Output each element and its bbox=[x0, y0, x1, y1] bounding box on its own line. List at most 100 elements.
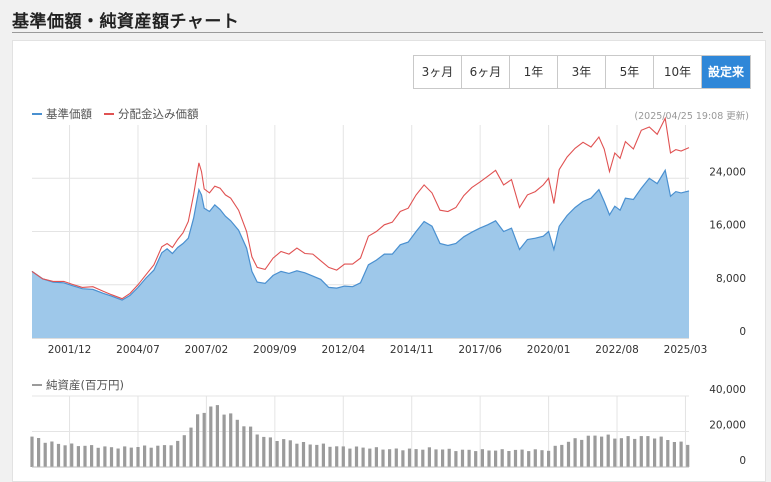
price-y-tick-label: 24,000 bbox=[709, 166, 746, 178]
price-x-tick-label: 2020/01 bbox=[527, 344, 571, 356]
assets-bar bbox=[613, 438, 617, 467]
assets-bar bbox=[209, 406, 213, 467]
assets-bar bbox=[268, 437, 272, 467]
assets-bar bbox=[580, 439, 584, 467]
assets-bar bbox=[341, 446, 345, 467]
assets-bar bbox=[262, 436, 266, 467]
assets-bar bbox=[328, 446, 332, 467]
assets-bar bbox=[566, 441, 571, 467]
assets-bar bbox=[540, 450, 544, 467]
range-button-since-inception[interactable]: 設定来 bbox=[702, 56, 750, 88]
assets-bar bbox=[593, 435, 597, 467]
range-button-3m[interactable]: 3ヶ月 bbox=[414, 56, 462, 88]
assets-bar bbox=[242, 426, 246, 467]
assets-swatch bbox=[32, 384, 42, 386]
assets-bar bbox=[447, 448, 451, 467]
assets-bar bbox=[63, 445, 67, 467]
assets-bar bbox=[639, 436, 643, 467]
page-title: 基準価額・純資産額チャート bbox=[12, 12, 240, 32]
assets-bar bbox=[586, 435, 590, 467]
legend-nav-label: 基準価額 bbox=[46, 107, 92, 121]
assets-bar bbox=[96, 447, 100, 467]
price-y-tick-label: 16,000 bbox=[709, 220, 746, 232]
assets-chart-legend: 純資産(百万円) bbox=[32, 377, 124, 393]
assets-bar bbox=[70, 443, 74, 467]
reinvested-line bbox=[31, 116, 690, 300]
assets-bar bbox=[494, 450, 498, 467]
assets-bar bbox=[381, 449, 385, 467]
assets-bar bbox=[282, 439, 286, 467]
assets-bar bbox=[606, 434, 610, 467]
assets-bar bbox=[500, 449, 504, 467]
assets-bar bbox=[533, 449, 537, 467]
range-selector: 3ヶ月 6ヶ月 1年 3年 5年 10年 設定来 bbox=[413, 55, 751, 89]
assets-bar bbox=[507, 451, 511, 467]
legend-assets-label: 純資産(百万円) bbox=[46, 378, 124, 392]
assets-bar bbox=[672, 442, 676, 467]
assets-bar bbox=[275, 441, 279, 467]
range-button-5y[interactable]: 5年 bbox=[606, 56, 654, 88]
price-x-tick-label: 2009/09 bbox=[253, 344, 297, 356]
assets-bar bbox=[129, 447, 133, 467]
assets-bar bbox=[527, 451, 531, 467]
assets-bar bbox=[149, 447, 153, 467]
assets-bar bbox=[368, 448, 372, 467]
nav-area bbox=[32, 170, 689, 338]
assets-bar bbox=[659, 436, 663, 467]
assets-bar bbox=[295, 443, 299, 467]
range-button-10y[interactable]: 10年 bbox=[654, 56, 702, 88]
price-x-tick-label: 2022/08 bbox=[595, 344, 639, 356]
assets-bar bbox=[301, 442, 306, 467]
range-button-3y[interactable]: 3年 bbox=[558, 56, 606, 88]
assets-bar bbox=[553, 445, 557, 467]
assets-bar bbox=[354, 446, 359, 467]
assets-bar bbox=[76, 446, 80, 467]
assets-bar bbox=[109, 447, 114, 467]
assets-bar bbox=[90, 445, 94, 467]
assets-bar bbox=[348, 448, 352, 467]
assets-bar bbox=[454, 451, 458, 467]
assets-bar bbox=[487, 450, 491, 467]
assets-bar bbox=[414, 449, 418, 467]
nav-swatch bbox=[32, 113, 42, 115]
price-x-tick-label: 2004/07 bbox=[116, 344, 160, 356]
assets-bar bbox=[646, 436, 650, 467]
legend-item-nav[interactable]: 基準価額 bbox=[32, 106, 92, 122]
assets-bar bbox=[123, 446, 127, 467]
nav-line bbox=[31, 168, 690, 301]
assets-bar bbox=[427, 447, 431, 467]
assets-bar bbox=[176, 440, 180, 467]
assets-bar bbox=[480, 449, 484, 467]
updated-timestamp: (2025/04/25 19:08 更新) bbox=[634, 111, 749, 122]
price-x-tick-label: 2007/02 bbox=[185, 344, 229, 356]
range-button-1y[interactable]: 1年 bbox=[510, 56, 558, 88]
assets-bar bbox=[474, 451, 478, 467]
price-x-tick-label: 2017/06 bbox=[458, 344, 502, 356]
assets-bar bbox=[182, 435, 186, 467]
title-bar: 基準価額・純資産額チャート bbox=[0, 0, 771, 36]
assets-bar bbox=[288, 440, 292, 467]
legend-item-reinvested[interactable]: 分配金込み価額 bbox=[104, 106, 199, 122]
assets-bar bbox=[30, 436, 34, 467]
assets-bar bbox=[335, 446, 339, 467]
assets-bar bbox=[43, 442, 47, 467]
legend-reinvested-label: 分配金込み価額 bbox=[118, 107, 199, 121]
assets-bar bbox=[434, 449, 438, 467]
assets-bar bbox=[679, 441, 683, 467]
range-button-6m[interactable]: 6ヶ月 bbox=[462, 56, 510, 88]
assets-bar bbox=[394, 448, 398, 467]
assets-bar bbox=[37, 438, 41, 467]
price-x-tick-label: 2025/03 bbox=[664, 344, 708, 356]
assets-bar bbox=[143, 445, 147, 467]
assets-bar bbox=[215, 405, 219, 467]
assets-bar bbox=[196, 414, 200, 467]
assets-bar bbox=[388, 449, 392, 467]
assets-bar bbox=[222, 414, 226, 467]
assets-bar bbox=[560, 444, 564, 467]
assets-bar bbox=[626, 436, 630, 467]
assets-y-tick-label: 20,000 bbox=[709, 420, 746, 432]
price-x-tick-label: 2014/11 bbox=[390, 344, 434, 356]
assets-bar bbox=[162, 445, 167, 467]
assets-bar bbox=[573, 438, 577, 467]
assets-bar bbox=[321, 443, 325, 467]
